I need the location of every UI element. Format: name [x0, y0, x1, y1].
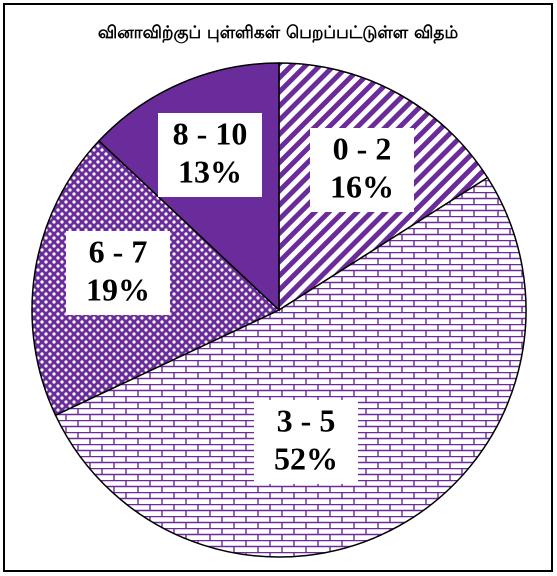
label-box [66, 231, 170, 315]
slice-category-label: 6 - 7 [89, 233, 148, 269]
label-box [158, 113, 262, 197]
label-box [254, 400, 358, 484]
slice-category-label: 0 - 2 [333, 130, 392, 166]
slice-category-label: 3 - 5 [277, 402, 336, 438]
slice-category-label: 8 - 10 [173, 115, 248, 151]
slice-value-label: 19% [86, 271, 150, 307]
slice-value-label: 16% [330, 168, 394, 204]
pie-slice [54, 176, 527, 558]
label-box [310, 128, 414, 212]
slice-value-label: 13% [178, 153, 242, 189]
chart-title: வினாவிற்குப் புள்ளிகள் பெறப்பட்டுள்ள வித… [98, 23, 459, 43]
slice-value-label: 52% [274, 440, 338, 476]
